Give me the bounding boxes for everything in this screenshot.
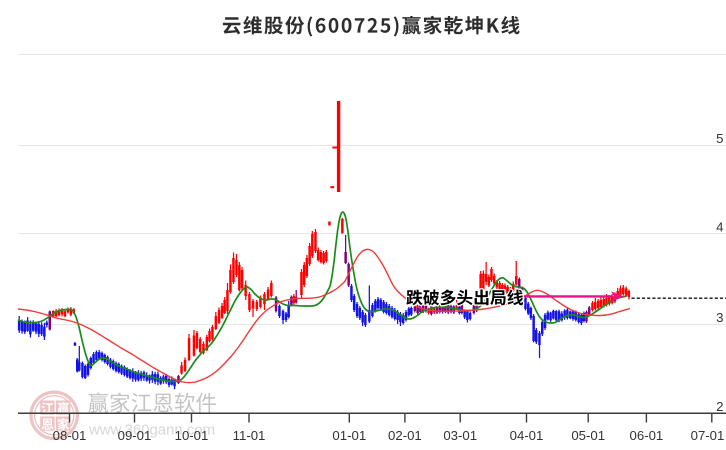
svg-text:05-01: 05-01 <box>571 428 605 443</box>
svg-text:08-01: 08-01 <box>53 428 87 443</box>
svg-text:11-01: 11-01 <box>233 428 266 443</box>
svg-text:06-01: 06-01 <box>630 428 664 443</box>
svg-text:07-01: 07-01 <box>691 428 725 443</box>
svg-text:01-01: 01-01 <box>332 428 366 443</box>
svg-text:02-01: 02-01 <box>388 428 422 443</box>
svg-text:5: 5 <box>716 131 723 146</box>
svg-text:2: 2 <box>716 399 723 414</box>
svg-text:09-01: 09-01 <box>118 428 152 443</box>
svg-text:www.360gann.com: www.360gann.com <box>88 423 215 439</box>
svg-text:03-01: 03-01 <box>443 428 477 443</box>
svg-text:04-01: 04-01 <box>510 428 544 443</box>
svg-text:10-01: 10-01 <box>175 428 209 443</box>
svg-text:4: 4 <box>716 220 723 235</box>
svg-text:3: 3 <box>716 310 723 325</box>
